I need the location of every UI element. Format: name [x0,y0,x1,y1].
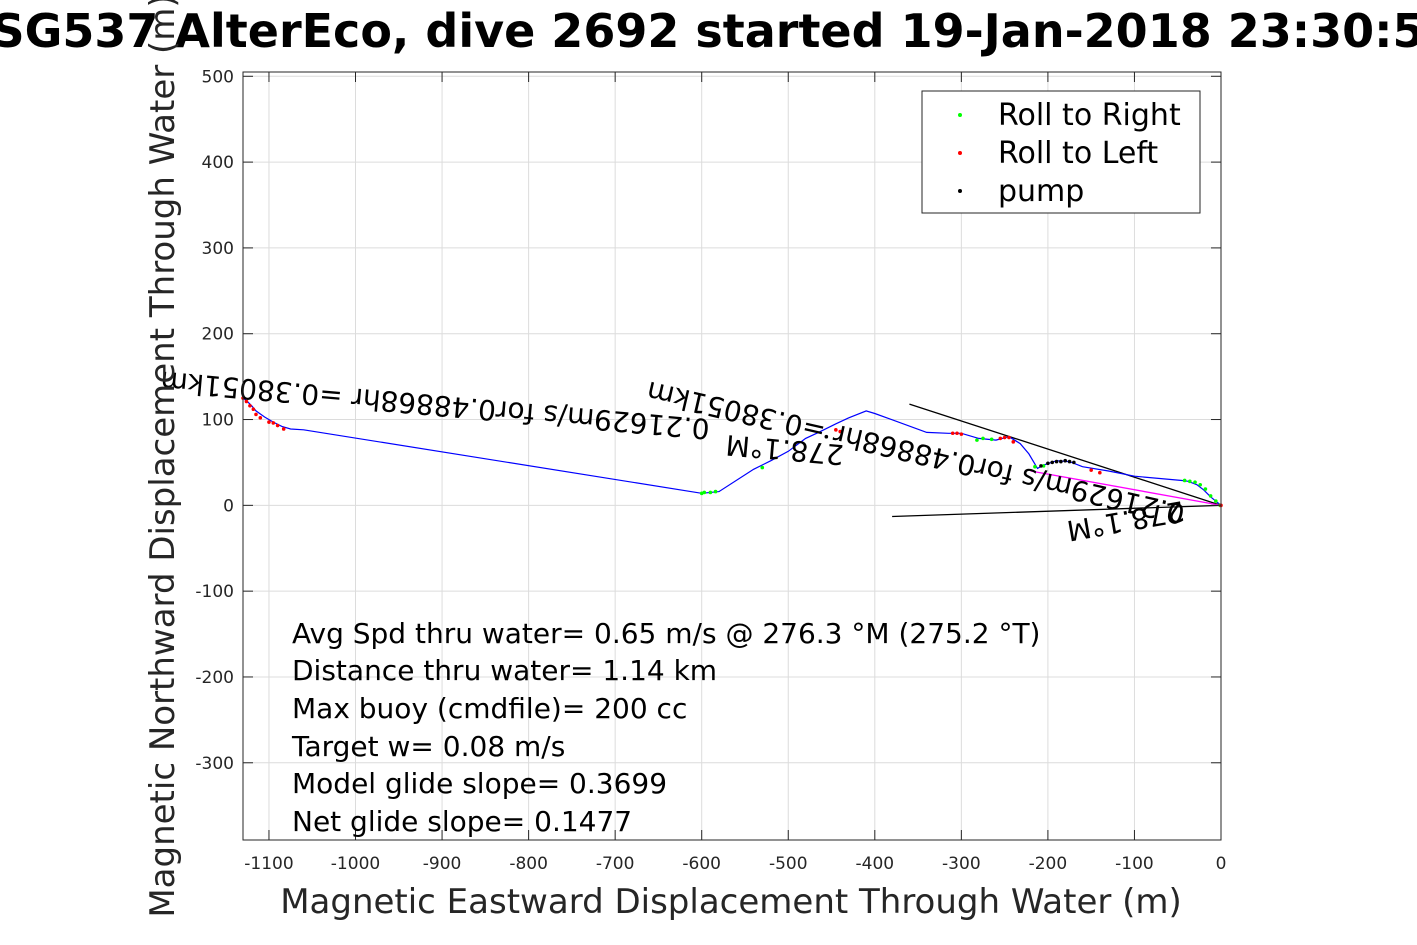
roll-left-point [271,421,276,425]
legend-marker-roll-left [958,151,962,155]
roll-right-point [1182,478,1187,483]
roll-left-point [834,428,838,432]
pump-point [1063,458,1068,463]
legend-marker-roll-right [958,113,962,117]
x-tick-label: -1100 [244,854,293,874]
y-tick-labels: 500 400 300 200 100 0 -100 -200 -300 [195,67,234,773]
roll-left-point [254,412,258,417]
pump-point [1046,461,1050,466]
roll-right-point [1203,487,1208,491]
roll-left-point [281,427,286,431]
points-layer [241,396,1223,508]
roll-right-point [1193,480,1197,484]
annotation-net-glide-slope: Net glide slope= 0.1477 [292,805,632,838]
x-tick-label: -700 [596,854,635,874]
x-tick-label: -200 [1029,854,1068,874]
track-layer [242,397,1222,506]
y-tick-label: 500 [202,67,234,87]
x-tick-label: 0 [1216,854,1227,874]
x-tick-label: -800 [509,854,548,874]
roll-right-point [1208,494,1213,498]
roll-right-point [1033,464,1037,469]
summary-annotations: Avg Spd thru water= 0.65 m/s @ 276.3 °M … [291,617,1040,838]
roll-right-point [708,490,713,495]
y-axis-label: Magnetic Northward Displacement Through … [143,0,183,918]
roll-left-point [1007,435,1011,440]
annotation-model-glide-slope: Model glide slope= 0.3699 [292,767,667,800]
x-axis-label: Magnetic Eastward Displacement Through W… [280,882,1182,922]
roll-right-point [1214,499,1218,503]
y-tick-label: -100 [195,582,234,602]
roll-left-point [838,429,842,434]
legend-box [921,90,1201,214]
roll-left-point [248,404,252,408]
annotation-target-w: Target w= 0.08 m/s [291,730,565,763]
roll-left-point [267,420,271,424]
axis-ticks [243,72,1222,840]
roll-left-point [998,436,1003,441]
pump-point [1039,464,1043,468]
reference-lines [892,403,1222,518]
roll-right-point [713,489,718,494]
heading-line-2 [892,504,1222,518]
x-tick-label: -900 [423,854,462,874]
current-line [1030,470,1222,506]
pump-point [1067,459,1072,464]
x-tick-label: -600 [682,854,721,874]
x-tick-label: -300 [942,854,981,874]
legend: Roll to Right Roll to Left pump [921,90,1201,214]
roll-left-point [1098,470,1102,475]
x-tick-label: -500 [769,854,808,874]
pump-point [1072,460,1076,465]
roll-left-point [955,431,959,436]
roll-right-point [1188,479,1192,484]
roll-left-point [1089,468,1093,472]
annotation-max-buoy: Max buoy (cmdfile)= 200 cc [292,692,687,725]
roll-right-point [989,437,994,442]
roll-right-point [760,465,765,470]
y-tick-label: -200 [195,668,234,688]
roll-left-point [244,399,249,404]
roll-left-point [258,416,263,420]
roll-right-point [975,438,979,442]
legend-marker-pump [958,189,962,193]
pump-point [1050,460,1055,465]
roll-left-point [1002,435,1007,440]
roll-right-point [1041,464,1046,468]
pump-point [1059,459,1063,464]
track-line [242,397,1222,506]
roll-left-point [950,431,955,436]
roll-left-point [959,432,964,436]
x-tick-label: -1000 [331,854,380,874]
roll-left-point [251,407,256,412]
y-tick-label: 300 [202,239,234,259]
roll-right-point [981,436,985,441]
roll-left-point [275,423,280,428]
heading-line-1 [909,403,1222,506]
legend-label-roll-left: Roll to Left [998,136,1158,171]
y-tick-label: 400 [202,153,234,173]
x-tick-label: -400 [856,854,895,874]
axes-box [242,71,1222,841]
legend-label-pump: pump [998,174,1084,209]
annotation-avg-speed: Avg Spd thru water= 0.65 m/s @ 276.3 °M … [292,617,1040,650]
y-tick-label: 0 [223,496,234,516]
pump-point [1054,459,1059,464]
annotation-distance: Distance thru water= 1.14 km [292,654,717,687]
roll-right-point [1198,482,1203,487]
x-tick-label: -100 [1115,854,1154,874]
roll-right-point [699,491,704,496]
y-tick-label: 100 [202,411,234,431]
y-tick-label: 200 [202,325,234,345]
x-tick-labels: -1100 -1000 -900 -800 -700 -600 -500 -40… [244,854,1226,874]
chart-title: SG537 AlterEco, dive 2692 started 19-Jan… [0,4,1417,58]
legend-label-roll-right: Roll to Right [998,98,1181,133]
roll-left-point [1011,440,1016,444]
pump-point [824,434,829,439]
y-tick-label: -300 [195,754,234,774]
